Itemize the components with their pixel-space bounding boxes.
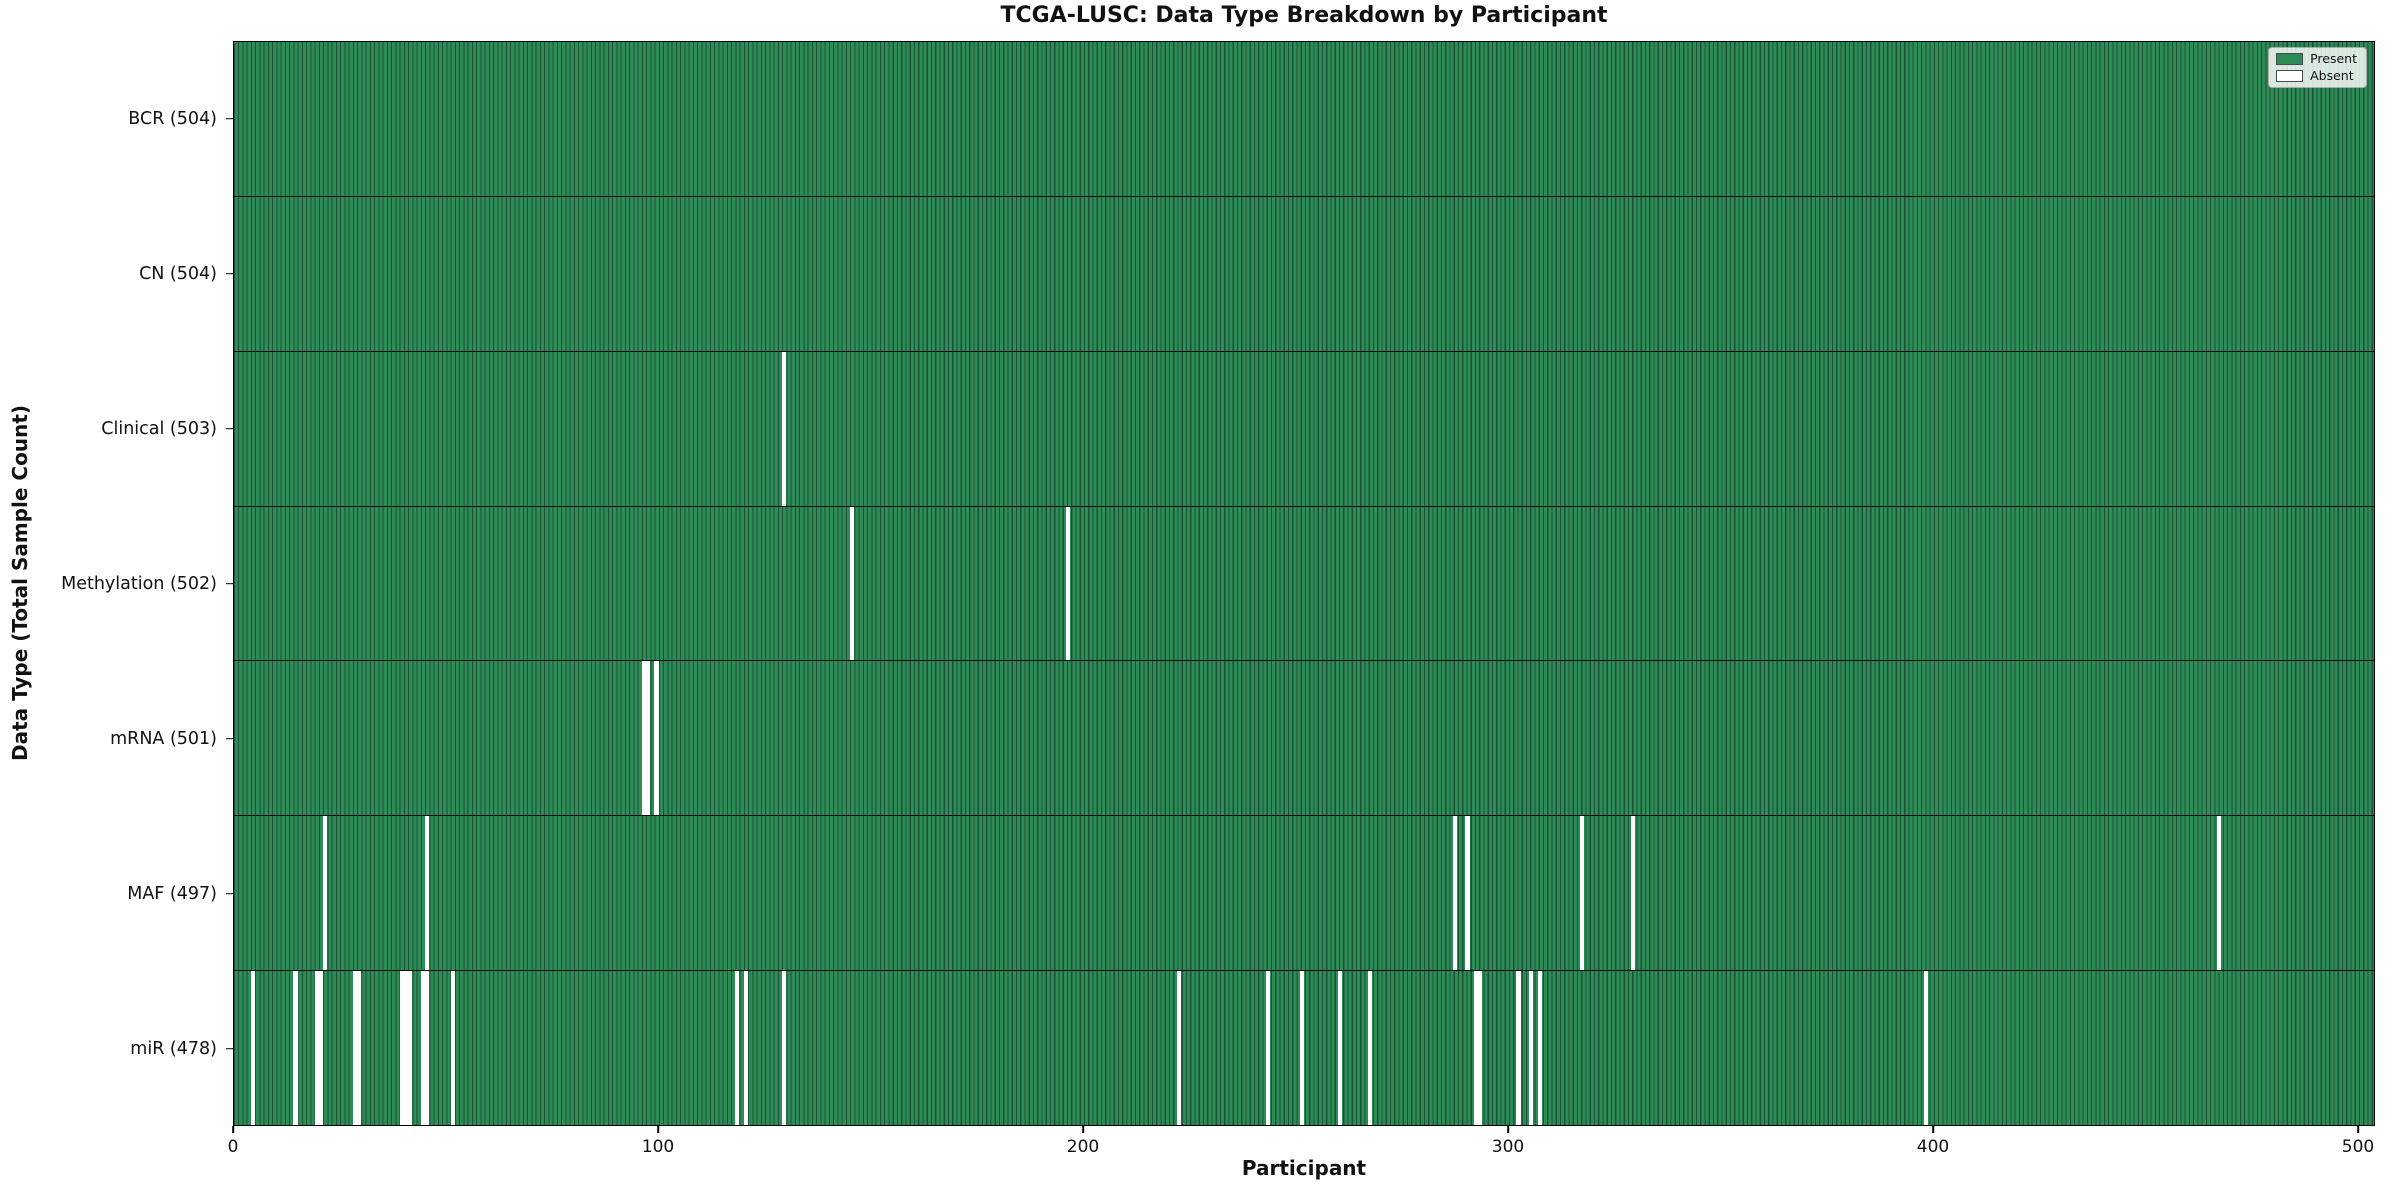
absent-gap: [403, 971, 409, 1126]
absent-gap: [1265, 971, 1271, 1126]
y-tick-mark: [226, 737, 233, 740]
absent-gap: [735, 971, 740, 1126]
legend: Present Absent: [2268, 47, 2367, 88]
absent-gap: [1529, 971, 1534, 1126]
absent-gap: [425, 816, 430, 971]
y-tick-mark: [226, 272, 233, 275]
absent-gap: [1478, 971, 1483, 1126]
absent-gap: [1299, 971, 1304, 1126]
absent-gap: [1452, 816, 1457, 971]
x-tick-mark: [1507, 1126, 1509, 1133]
absent-gap: [781, 971, 786, 1126]
y-tick-mark: [226, 892, 233, 895]
absent-gap: [781, 351, 786, 506]
absent-gap: [849, 506, 854, 661]
y-tick-mark: [226, 427, 233, 430]
absent-gap: [2216, 816, 2222, 971]
heatmap-row-maf: [234, 816, 2374, 972]
absent-gap: [425, 971, 430, 1126]
y-tick-mark: [226, 582, 233, 585]
absent-gap: [1579, 816, 1585, 971]
heatmap-row-clinical: [234, 351, 2374, 507]
absent-gap: [645, 661, 651, 816]
absent-gap: [318, 971, 324, 1126]
y-tick-label-mrna: mRNA (501): [110, 728, 217, 749]
absent-gap: [1337, 971, 1343, 1126]
absent-gap: [408, 971, 413, 1126]
x-tick-mark: [1932, 1126, 1934, 1133]
heatmap-row-cn: [234, 196, 2374, 352]
x-tick-label-0: 0: [227, 1137, 239, 1157]
absent-gap: [1473, 971, 1479, 1126]
heatmap-rows: [234, 42, 2374, 1126]
absent-gap: [1516, 971, 1521, 1126]
absent-gap: [450, 971, 455, 1126]
y-tick-label-maf: MAF (497): [127, 883, 217, 904]
legend-item-absent: Absent: [2276, 67, 2357, 83]
x-tick-label-300: 300: [1491, 1137, 1525, 1157]
heatmap-row-mir: [234, 971, 2374, 1126]
x-axis-title: Participant: [1241, 1156, 1367, 1180]
absent-gap: [743, 971, 748, 1126]
x-tick-mark: [2357, 1126, 2359, 1133]
heatmap-row-bcr: [234, 42, 2374, 197]
absent-gap: [641, 661, 646, 816]
absent-gap: [250, 971, 256, 1126]
x-tick-label-500: 500: [2341, 1137, 2375, 1157]
x-tick-label-200: 200: [1066, 1137, 1100, 1157]
absent-gap: [323, 816, 328, 971]
absent-gap: [1465, 816, 1470, 971]
x-tick-label-100: 100: [641, 1137, 675, 1157]
y-tick-label-bcr: BCR (504): [128, 108, 217, 129]
heatmap-row-methylation: [234, 506, 2374, 662]
legend-label: Present: [2310, 51, 2357, 66]
x-tick-mark: [657, 1126, 659, 1133]
y-tick-label-cn: CN (504): [139, 263, 217, 284]
heatmap-row-mrna: [234, 661, 2374, 817]
absent-gap: [654, 661, 659, 816]
x-tick-mark: [1082, 1126, 1084, 1133]
plot-area: Present Absent: [233, 41, 2375, 1126]
absent-gap: [293, 971, 298, 1126]
y-tick-mark: [226, 1047, 233, 1050]
y-tick-label-clinical: Clinical (503): [101, 418, 217, 439]
absent-gap: [352, 971, 358, 1126]
absent-gap: [1537, 971, 1542, 1126]
y-tick-label-methylation: Methylation (502): [61, 573, 217, 594]
y-axis-labels: BCR (504) CN (504) Clinical (503) Methylati…: [0, 41, 233, 1126]
legend-item-present: Present: [2276, 51, 2357, 66]
x-tick-label-400: 400: [1916, 1137, 1950, 1157]
x-tick-mark: [232, 1126, 234, 1133]
absent-gap: [420, 971, 426, 1126]
absent-gap: [1367, 971, 1372, 1126]
legend-swatch-present: [2276, 53, 2304, 66]
legend-label: Absent: [2310, 67, 2354, 83]
chart-title: TCGA-LUSC: Data Type Breakdown by Partic…: [1000, 3, 1608, 28]
absent-gap: [357, 971, 362, 1126]
legend-swatch-absent: [2276, 69, 2304, 82]
absent-gap: [1176, 971, 1181, 1126]
absent-gap: [1923, 971, 1929, 1126]
y-tick-mark: [226, 117, 233, 120]
absent-gap: [314, 971, 319, 1126]
absent-gap: [399, 971, 404, 1126]
y-tick-label-mir: miR (478): [130, 1038, 217, 1059]
absent-gap: [1630, 816, 1636, 971]
absent-gap: [1066, 506, 1071, 661]
x-axis-ticks: 0 100 200 300 400 500: [228, 1126, 2375, 1168]
